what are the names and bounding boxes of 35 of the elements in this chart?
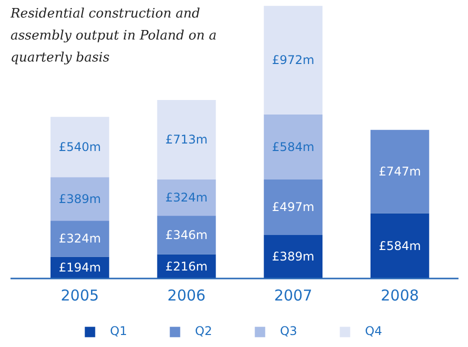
bar bbox=[50, 177, 110, 221]
data-label: £540m bbox=[58, 140, 101, 154]
data-label: £324m bbox=[165, 190, 208, 205]
legend-label: Q3 bbox=[280, 324, 298, 338]
bar bbox=[264, 6, 322, 114]
text: Residential construction and assembly output in Poland on a quarterly basis bbox=[10, 6, 217, 66]
bar bbox=[264, 114, 322, 180]
data-label: £389m bbox=[272, 250, 314, 264]
bar bbox=[50, 116, 110, 178]
data-label: £747m bbox=[378, 164, 421, 179]
data-label: £324m bbox=[58, 232, 101, 246]
data-label: £972m bbox=[272, 53, 314, 68]
bar bbox=[264, 234, 322, 278]
bar bbox=[370, 130, 430, 214]
bar bbox=[50, 220, 110, 257]
x-tick-label: 2008 bbox=[380, 286, 419, 304]
data-label: £713m bbox=[165, 132, 208, 147]
x-tick-label: 2005 bbox=[60, 286, 99, 304]
bar bbox=[157, 180, 216, 216]
bar bbox=[264, 180, 322, 235]
data-label: £389m bbox=[58, 192, 101, 206]
legend-label: Q2 bbox=[195, 324, 214, 338]
legend-label: Q4 bbox=[365, 324, 384, 338]
bar bbox=[157, 216, 216, 254]
data-label: £194m bbox=[58, 260, 101, 275]
legend-label: Q1 bbox=[110, 324, 128, 338]
data-label: £216m bbox=[165, 259, 208, 274]
data-label: £346m bbox=[165, 228, 208, 242]
data-label: £584m bbox=[378, 238, 421, 253]
x-tick-label: 2007 bbox=[274, 286, 312, 304]
x-tick-label: 2006 bbox=[167, 286, 206, 304]
bar bbox=[157, 100, 216, 180]
data-label: £497m bbox=[272, 200, 314, 214]
data-label: £584m bbox=[272, 140, 314, 154]
bar bbox=[370, 213, 430, 278]
